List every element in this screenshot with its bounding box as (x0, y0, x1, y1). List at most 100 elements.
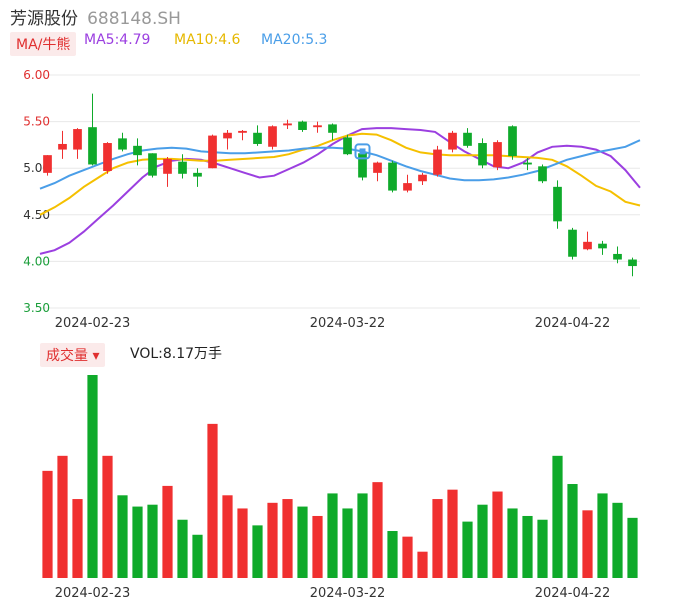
volume-bar (477, 504, 488, 578)
volume-bar (342, 508, 353, 578)
candle-body (73, 129, 82, 150)
price-x-axis: 2024-02-23 2024-03-22 2024-04-22 (55, 316, 611, 331)
candle-body (448, 132, 457, 150)
volume-x-tick-label: 2024-03-22 (310, 586, 386, 601)
volume-bar (117, 495, 128, 578)
volume-bar (162, 485, 173, 578)
candle-body (253, 132, 262, 144)
candle-body (508, 126, 517, 157)
candle-body (283, 123, 292, 126)
candle-body (133, 145, 142, 156)
stock-name: 芳源股份 (10, 9, 78, 29)
candle-body (463, 132, 472, 146)
candle-body (328, 124, 337, 133)
volume-bar (102, 455, 113, 578)
volume-bar (492, 491, 503, 578)
candle-body (268, 126, 277, 147)
volume-bar (597, 493, 608, 578)
x-tick-label: 2024-03-22 (310, 316, 386, 331)
volume-bar (282, 499, 293, 578)
ma-type-selector[interactable]: MA/牛熊 (10, 32, 77, 56)
volume-bar (612, 502, 623, 578)
candle-body (238, 130, 247, 133)
volume-bar (522, 515, 533, 578)
volume-bar (72, 499, 83, 578)
x-tick-label: 2024-04-22 (535, 316, 611, 331)
volume-bar (192, 534, 203, 578)
candle-body (628, 259, 637, 267)
crosshair-marker-icon[interactable] (354, 143, 371, 160)
volume-bar (447, 489, 458, 578)
price-y-axis: 6.005.505.004.504.003.50 (23, 68, 50, 315)
candle-body (493, 142, 502, 168)
volume-bar (297, 506, 308, 578)
volume-bar (87, 375, 98, 578)
volume-bar (387, 531, 398, 578)
volume-bar (252, 525, 263, 578)
volume-bar (327, 493, 338, 578)
volume-bar (417, 551, 428, 578)
candle-body (598, 243, 607, 249)
candle-body (418, 174, 427, 182)
stock-header: 芳源股份 688148.SH (10, 4, 181, 29)
candle-body (568, 229, 577, 257)
volume-value: VOL:8.17万手 (130, 346, 223, 362)
candle-body (148, 153, 157, 176)
ma10-legend: MA10:4.6 (174, 32, 241, 48)
candle-body (223, 132, 232, 139)
candle-body (343, 137, 352, 155)
candle-body (553, 186, 562, 222)
volume-bar (567, 484, 578, 578)
candle-body (358, 153, 367, 178)
ma20-legend: MA20:5.3 (261, 32, 328, 48)
candle-body (163, 158, 172, 174)
candle-body (193, 172, 202, 177)
marker-dot (359, 148, 366, 155)
volume-bar (372, 482, 383, 578)
volume-bar (627, 517, 638, 578)
candle-body (403, 183, 412, 191)
volume-bar (267, 502, 278, 578)
volume-x-tick-label: 2024-04-22 (535, 586, 611, 601)
volume-bar (207, 423, 218, 578)
volume-bar (132, 506, 143, 578)
volume-bar (402, 536, 413, 578)
y-tick-label: 3.50 (23, 301, 50, 315)
x-tick-label: 2024-02-23 (55, 316, 131, 331)
volume-bar (57, 455, 68, 578)
candle-body (613, 253, 622, 260)
volume-bar (177, 519, 188, 578)
volume-bar (357, 493, 368, 578)
candle-body (388, 162, 397, 191)
candle-body (178, 161, 187, 174)
candle-body (478, 143, 487, 166)
volume-bar (537, 519, 548, 578)
series-line-ma5 (39, 127, 641, 255)
volume-bar (552, 455, 563, 578)
volume-bar (432, 499, 443, 578)
marker-frame (354, 143, 371, 160)
stock-code: 688148.SH (87, 9, 181, 29)
candle-body (208, 135, 217, 169)
volume-bar (582, 510, 593, 578)
candle-body (58, 143, 67, 150)
volume-indicator-selector[interactable]: 成交量 ▾ (40, 343, 106, 367)
volume-bar (462, 521, 473, 578)
series-line-ma10 (39, 132, 641, 216)
y-tick-label: 4.50 (23, 208, 50, 222)
ma5-legend: MA5:4.79 (84, 32, 151, 48)
volume-bar (312, 515, 323, 578)
y-tick-label: 4.00 (23, 254, 50, 268)
volume-bar (507, 508, 518, 578)
candle-body (103, 143, 112, 171)
volume-bar (147, 504, 158, 578)
volume-bar (222, 495, 233, 578)
candle-body (433, 149, 442, 175)
volume-bar (237, 508, 248, 578)
candle-body (313, 125, 322, 128)
candle-body (298, 121, 307, 130)
volume-bars (42, 375, 638, 578)
candle-body (583, 241, 592, 250)
candlesticks (43, 93, 637, 277)
